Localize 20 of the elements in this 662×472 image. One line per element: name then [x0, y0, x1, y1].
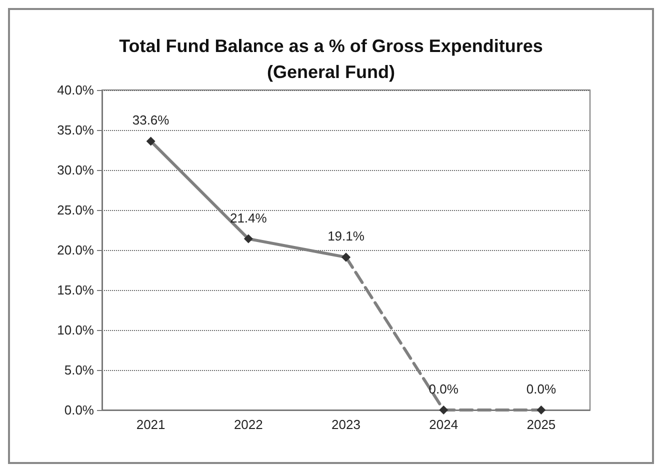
data-label: 21.4% — [230, 210, 268, 226]
y-tick-label: 20.0% — [57, 242, 94, 258]
y-tick-label: 35.0% — [57, 122, 94, 138]
x-tick-label: 2024 — [429, 417, 458, 432]
data-label: 33.6% — [132, 112, 170, 128]
x-tick-label: 2025 — [526, 417, 556, 432]
y-tick-label: 15.0% — [57, 282, 94, 298]
x-tick-label: 2021 — [136, 417, 166, 432]
y-tick-label: 30.0% — [57, 162, 94, 178]
y-tick-label: 25.0% — [57, 202, 94, 218]
chart-title: Total Fund Balance as a % of Gross Expenditures (General Fund) — [119, 36, 543, 82]
y-tick-label: 40.0% — [57, 82, 94, 98]
data-label: 0.0% — [428, 382, 459, 396]
data-label: 0.0% — [526, 382, 556, 396]
data-label: 19.1% — [328, 228, 365, 244]
x-tick-label: 2023 — [332, 417, 360, 432]
y-tick-label: 5.0% — [64, 362, 94, 378]
y-tick-label: 10.0% — [57, 322, 94, 338]
y-tick-label: 0.0% — [64, 402, 94, 418]
x-tick-label: 2022 — [234, 417, 263, 432]
